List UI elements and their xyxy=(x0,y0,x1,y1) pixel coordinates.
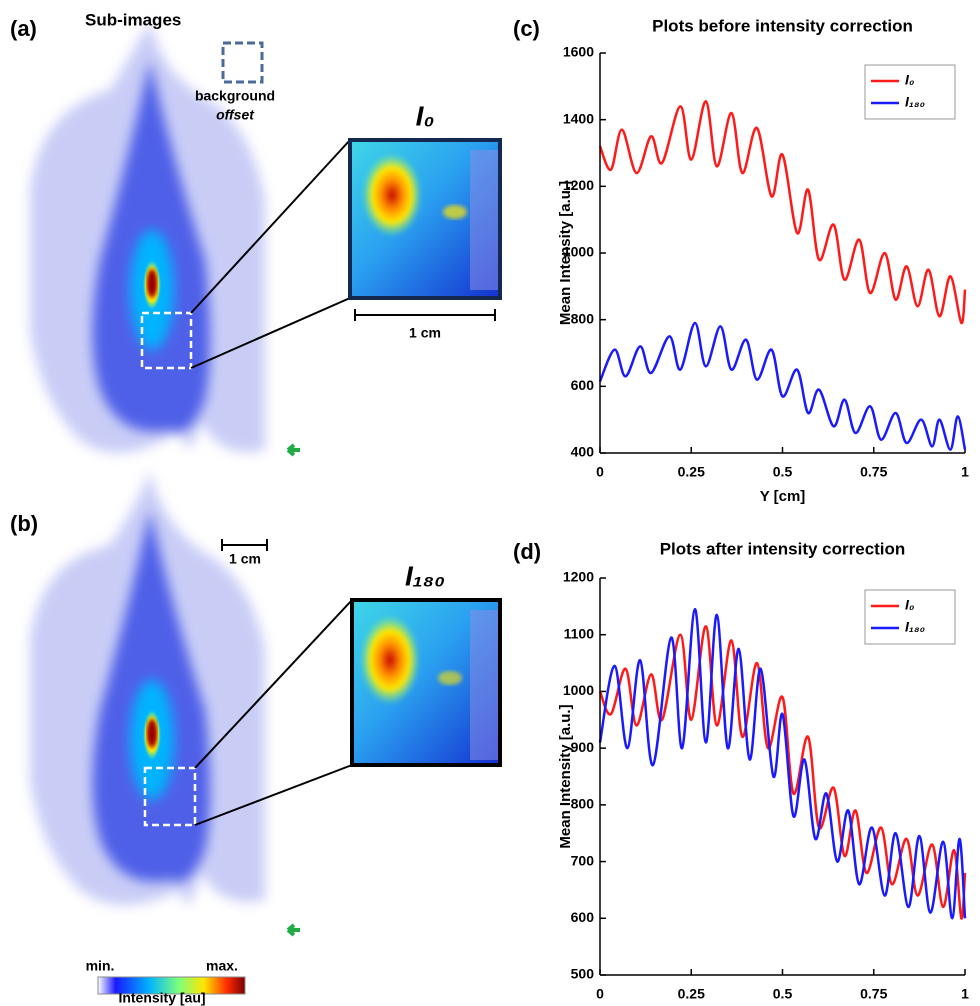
inset-label: I₁₈₀ xyxy=(405,560,445,591)
x-tick-label: 0 xyxy=(596,464,604,480)
y-tick-label: 700 xyxy=(571,852,595,868)
y-tick-label: 900 xyxy=(571,739,595,755)
panel-label: (b) xyxy=(10,511,38,536)
data-line xyxy=(598,624,967,920)
x-tick-label: 0.75 xyxy=(860,464,887,480)
legend-label: I₁₈₀ xyxy=(905,619,926,635)
y-tick-label: 400 xyxy=(571,444,595,460)
scale-label: 1 cm xyxy=(409,325,441,341)
x-tick-label: 0.25 xyxy=(678,986,705,1002)
y-tick-label: 1400 xyxy=(563,110,594,126)
inset-label: I₀ xyxy=(416,100,435,131)
sub-image-b xyxy=(30,470,502,995)
y-tick-label: 600 xyxy=(571,377,595,393)
data-line xyxy=(598,607,967,920)
chart-title: Plots after intensity correction xyxy=(660,539,906,558)
x-tick-label: 1 xyxy=(961,986,969,1002)
legend-label: I₀ xyxy=(905,597,915,613)
colorbar-max: max. xyxy=(206,958,238,974)
y-tick-label: 800 xyxy=(571,310,595,326)
colorbar-min: min. xyxy=(86,958,115,974)
y-axis-label: Mean Intensity [a.u.] xyxy=(557,181,574,325)
panel-title: Sub-images xyxy=(85,10,181,29)
chart-title: Plots before intensity correction xyxy=(652,16,913,35)
panel-label: (a) xyxy=(10,16,37,41)
panel-label: (c) xyxy=(513,16,540,41)
colorbar-label: Intensity [au] xyxy=(118,990,205,1006)
x-tick-label: 1 xyxy=(961,464,969,480)
x-tick-label: 0.75 xyxy=(860,986,887,1002)
background-label: background xyxy=(195,88,275,104)
y-tick-label: 1000 xyxy=(563,244,594,260)
x-tick-label: 0 xyxy=(596,986,604,1002)
y-axis-label: Mean Intensity [a.u.] xyxy=(557,704,574,848)
y-tick-label: 1200 xyxy=(563,177,594,193)
y-tick-label: 1200 xyxy=(563,569,594,585)
legend-box xyxy=(864,589,956,645)
legend-box xyxy=(864,64,956,120)
y-tick-label: 600 xyxy=(571,909,595,925)
y-tick-label: 800 xyxy=(571,796,595,812)
data-line xyxy=(598,321,967,451)
x-tick-label: 0.5 xyxy=(773,986,793,1002)
y-tick-label: 500 xyxy=(571,966,595,982)
offset-label: offset xyxy=(216,107,255,123)
panel-label: (d) xyxy=(513,539,541,564)
legend-label: I₁₈₀ xyxy=(905,94,926,110)
y-tick-label: 1600 xyxy=(563,44,594,60)
sub-image-a xyxy=(30,20,502,457)
x-tick-label: 0.5 xyxy=(773,464,793,480)
scale-label: 1 cm xyxy=(229,551,261,567)
legend-label: I₀ xyxy=(905,72,915,88)
y-tick-label: 1000 xyxy=(563,682,594,698)
y-tick-label: 1100 xyxy=(564,625,595,641)
data-line xyxy=(598,100,967,325)
x-tick-label: 0.25 xyxy=(678,464,705,480)
x-axis-label: Y [cm] xyxy=(760,488,806,505)
